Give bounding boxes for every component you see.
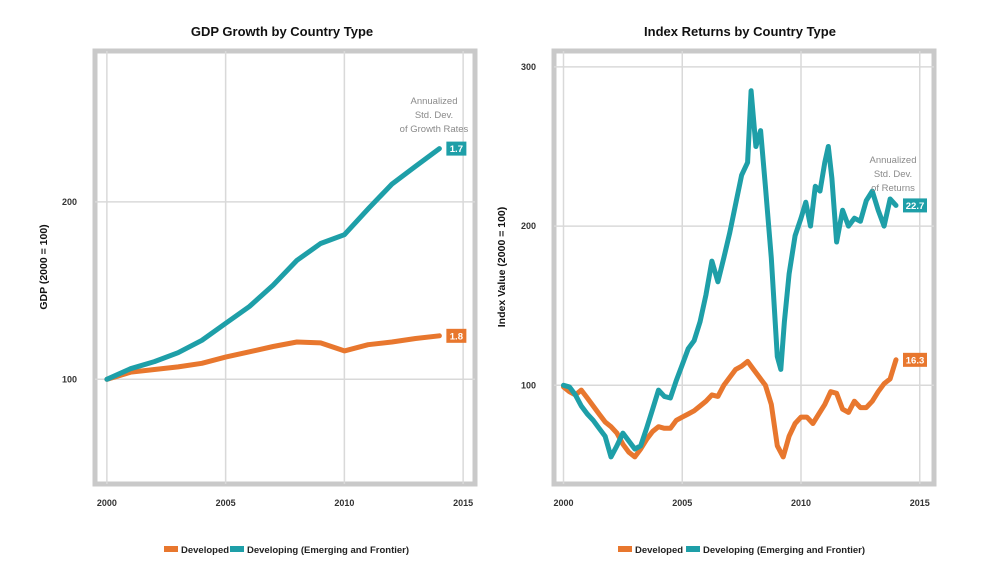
series-lines [561,88,899,460]
chart-title: Index Returns by Country Type [644,24,836,39]
legend-swatch-developing [686,546,700,552]
x-tick-label: 2010 [791,498,811,508]
note-line-3: of Returns [871,183,915,194]
x-tick-label: 2000 [553,498,573,508]
badge-value: 1.8 [450,331,463,342]
badge-value: 16.3 [906,355,925,366]
series-lines [104,146,442,382]
y-axis-label: Index Value (2000 = 100) [496,207,508,328]
badge-box [446,141,467,156]
x-tick-label: 2015 [453,498,473,508]
y-tick-label: 100 [521,380,536,390]
plot-frame [92,48,478,487]
grid-lines [95,51,475,484]
badge-value: 1.7 [450,144,463,155]
legend-swatch-developed [164,546,178,552]
std-dev-badge-developed: 16.3 [903,352,927,367]
series-line-developing [104,146,442,382]
std-dev-note: Annualized Std. Dev. of Growth Rates [400,96,469,135]
series-line-developed [104,333,442,382]
note-line-1: Annualized [410,96,457,107]
badge-box [446,328,467,343]
legend-label-developed: Developed [635,545,683,556]
note-line-3: of Growth Rates [400,124,469,135]
note-line-1: Annualized [869,155,916,166]
series-line-developed [561,357,899,460]
legend-left: Developed Developing (Emerging and Front… [164,545,409,556]
legend-label-developed: Developed [181,545,229,556]
note-line-2: Std. Dev. [874,169,912,180]
y-tick-label: 200 [521,221,536,231]
x-tick-label: 2015 [910,498,930,508]
y-tick-label: 100 [62,374,77,384]
std-dev-note: Annualized Std. Dev. of Returns [869,155,916,194]
x-tick-label: 2010 [334,498,354,508]
y-tick-label: 300 [521,62,536,72]
y-tick-labels: 100 200 300 [521,62,536,390]
chart-title: GDP Growth by Country Type [191,24,373,39]
std-dev-badges: 16.3 22.7 [903,198,927,367]
std-dev-badges: 1.8 1.7 [446,141,467,343]
legend-right: Developed Developing (Emerging and Front… [618,545,865,556]
std-dev-badge-developed: 1.8 [446,328,467,343]
legend-swatch-developing [230,546,244,552]
std-dev-badge-developing: 22.7 [903,198,927,213]
series-line-developing [561,88,899,460]
plot-frame [551,48,937,487]
legend-swatch-developed [618,546,632,552]
index-returns-chart: Index Returns by Country Type Index Valu… [496,24,937,508]
x-tick-label: 2000 [97,498,117,508]
x-tick-label: 2005 [672,498,692,508]
grid-lines [554,51,934,484]
y-tick-label: 200 [62,197,77,207]
x-tick-labels: 2000 2005 2010 2015 [97,498,473,508]
std-dev-badge-developing: 1.7 [446,141,467,156]
x-tick-labels: 2000 2005 2010 2015 [553,498,929,508]
x-tick-label: 2005 [216,498,236,508]
y-axis-label: GDP (2000 = 100) [38,224,50,309]
gdp-growth-chart: GDP Growth by Country Type GDP (2000 = 1… [38,24,478,508]
badge-box [903,352,927,367]
note-line-2: Std. Dev. [415,110,453,121]
badge-value: 22.7 [906,201,925,212]
y-tick-labels: 100 200 [62,197,77,384]
legend-label-developing: Developing (Emerging and Frontier) [247,545,409,556]
legend-label-developing: Developing (Emerging and Frontier) [703,545,865,556]
badge-box [903,198,927,213]
